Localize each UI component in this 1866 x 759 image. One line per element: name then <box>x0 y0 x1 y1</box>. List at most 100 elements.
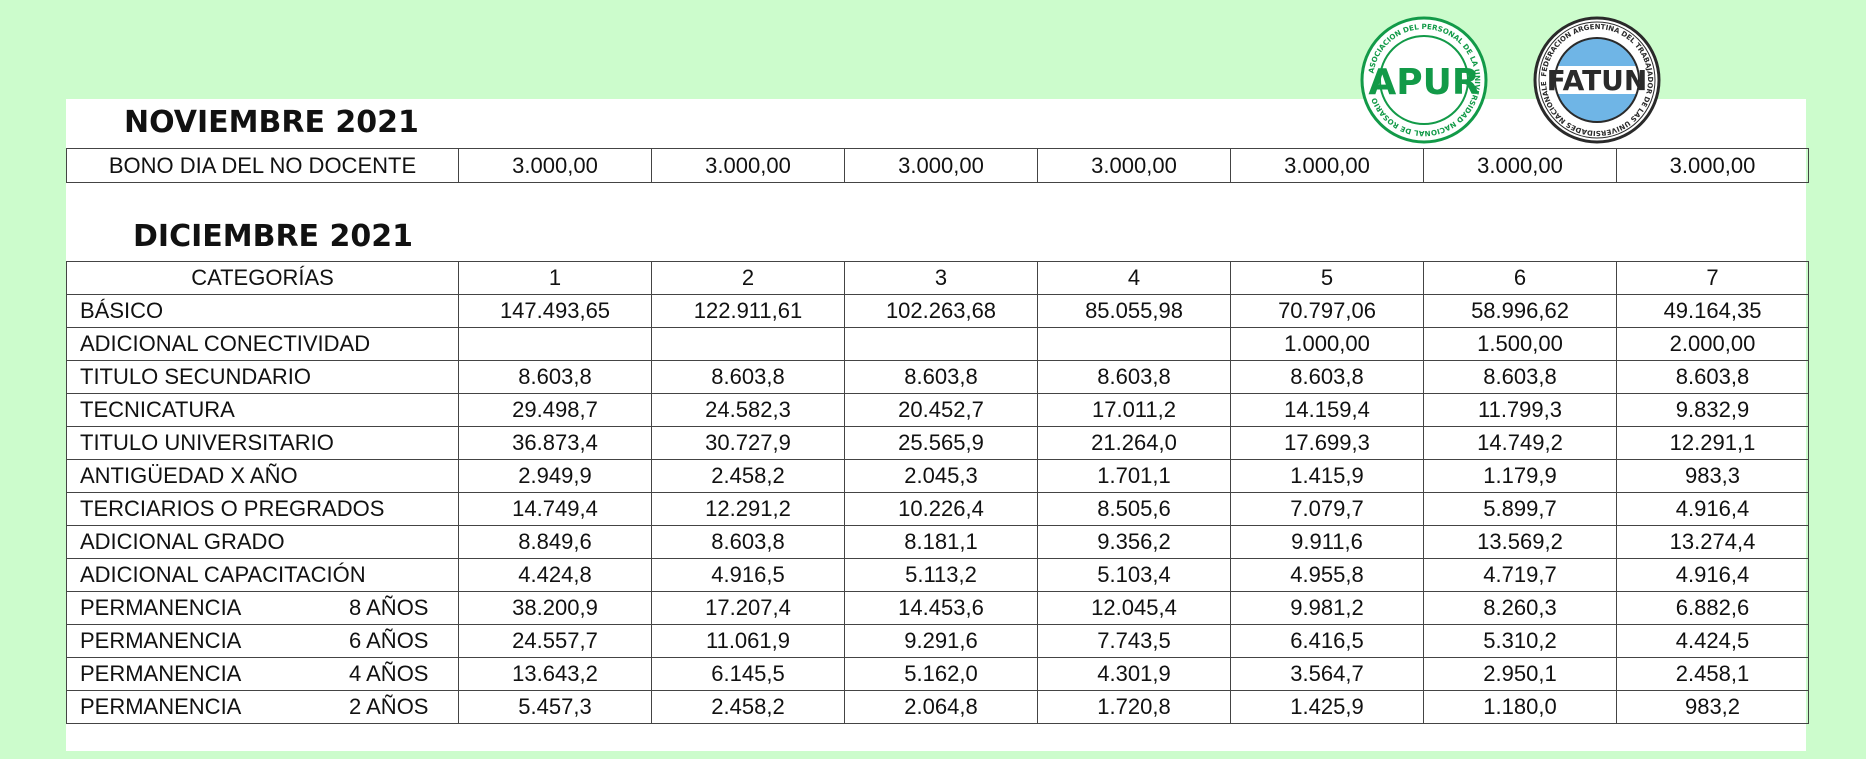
value-cell: 1.701,1 <box>1037 459 1231 493</box>
value-cell: 20.452,7 <box>844 393 1038 427</box>
value-cell: 1.500,00 <box>1423 327 1617 361</box>
value-cell: 7.079,7 <box>1230 492 1424 526</box>
row-label: ADICIONAL CAPACITACIÓN <box>80 562 366 587</box>
table-row: TITULO UNIVERSITARIO 36.873,4 30.727,9 25.5… <box>66 426 1809 460</box>
value-cell: 4.424,8 <box>458 558 652 592</box>
row-label-cell: TERCIARIOS O PREGRADOS <box>66 492 459 526</box>
value-cell: 983,3 <box>1616 459 1809 493</box>
value-cell: 14.749,4 <box>458 492 652 526</box>
row-label: PERMANENCIA <box>80 694 242 719</box>
row-label: PERMANENCIA <box>80 595 242 620</box>
row-label-cell: ADICIONAL CAPACITACIÓN <box>66 558 459 592</box>
value-cell: 102.263,68 <box>844 294 1038 328</box>
table-row: ADICIONAL CONECTIVIDAD 1.000,00 1.500,00 2.… <box>66 327 1809 361</box>
bono-value-7: 3.000,00 <box>1616 148 1809 183</box>
table-row: TECNICATURA 29.498,7 24.582,3 20.452,7 17.01… <box>66 393 1809 427</box>
value-cell: 4.916,5 <box>651 558 845 592</box>
row-label-cell: ANTIGÜEDAD X AÑO <box>66 459 459 493</box>
value-cell: 8.603,8 <box>1616 360 1809 394</box>
column-header: 7 <box>1616 261 1809 295</box>
value-cell: 5.899,7 <box>1423 492 1617 526</box>
row-years: 4 AÑOS <box>349 661 429 686</box>
row-label-cell: ADICIONAL GRADO <box>66 525 459 559</box>
value-cell: 49.164,35 <box>1616 294 1809 328</box>
categorias-header: CATEGORÍAS <box>66 261 459 295</box>
value-cell: 2.458,2 <box>651 459 845 493</box>
value-cell: 10.226,4 <box>844 492 1038 526</box>
value-cell: 70.797,06 <box>1230 294 1424 328</box>
value-cell: 85.055,98 <box>1037 294 1231 328</box>
row-label-cell: TECNICATURA <box>66 393 459 427</box>
value-cell: 2.949,9 <box>458 459 652 493</box>
table-row: PERMANENCIA 2 AÑOS 5.457,3 2.458,2 2.064,8 1.… <box>66 690 1809 724</box>
table-row: PERMANENCIA 6 AÑOS 24.557,7 11.061,9 9.291,6… <box>66 624 1809 658</box>
value-cell: 8.603,8 <box>651 360 845 394</box>
fatun-logo-icon: FEDERACION ARGENTINA DEL TRABAJADOR DE L… <box>1533 16 1661 144</box>
table-row: PERMANENCIA 4 AÑOS 13.643,2 6.145,5 5.162,0 4… <box>66 657 1809 691</box>
bono-value-5: 3.000,00 <box>1230 148 1424 183</box>
value-cell: 13.274,4 <box>1616 525 1809 559</box>
table-row: ANTIGÜEDAD X AÑO 2.949,9 2.458,2 2.045,3 1.7… <box>66 459 1809 493</box>
value-cell: 5.162,0 <box>844 657 1038 691</box>
value-cell: 2.064,8 <box>844 690 1038 724</box>
value-cell: 6.882,6 <box>1616 591 1809 625</box>
value-cell: 1.179,9 <box>1423 459 1617 493</box>
noviembre-title: NOVIEMBRE 2021 <box>124 105 419 140</box>
column-header: 3 <box>844 261 1038 295</box>
column-header: 2 <box>651 261 845 295</box>
value-cell: 1.415,9 <box>1230 459 1424 493</box>
value-cell: 9.291,6 <box>844 624 1038 658</box>
value-cell: 13.643,2 <box>458 657 652 691</box>
table-row: ADICIONAL GRADO 8.849,6 8.603,8 8.181,1 9.35… <box>66 525 1809 559</box>
column-header: 5 <box>1230 261 1424 295</box>
apur-logo-icon: ASOCIACION DEL PERSONAL DE LA UNIVERSIDA… <box>1360 16 1488 144</box>
value-cell: 29.498,7 <box>458 393 652 427</box>
value-cell: 3.564,7 <box>1230 657 1424 691</box>
value-cell: 8.181,1 <box>844 525 1038 559</box>
value-cell: 8.849,6 <box>458 525 652 559</box>
value-cell: 2.045,3 <box>844 459 1038 493</box>
table-row: TITULO SECUNDARIO 8.603,8 8.603,8 8.603,8 8.… <box>66 360 1809 394</box>
row-label: TECNICATURA <box>80 397 235 422</box>
value-cell: 1.180,0 <box>1423 690 1617 724</box>
value-cell: 1.720,8 <box>1037 690 1231 724</box>
table-row: ADICIONAL CAPACITACIÓN 4.424,8 4.916,5 5.11… <box>66 558 1809 592</box>
row-label: TITULO UNIVERSITARIO <box>80 430 334 455</box>
value-cell: 9.832,9 <box>1616 393 1809 427</box>
row-label: ADICIONAL CONECTIVIDAD <box>80 331 371 356</box>
table-row: BÁSICO 147.493,65 122.911,61 102.263,68 85.0… <box>66 294 1809 328</box>
value-cell: 9.356,2 <box>1037 525 1231 559</box>
value-cell: 17.011,2 <box>1037 393 1231 427</box>
row-years: 8 AÑOS <box>349 595 429 620</box>
value-cell: 147.493,65 <box>458 294 652 328</box>
value-cell: 983,2 <box>1616 690 1809 724</box>
value-cell: 17.207,4 <box>651 591 845 625</box>
row-label-cell: PERMANENCIA 2 AÑOS <box>66 690 459 724</box>
value-cell: 2.458,1 <box>1616 657 1809 691</box>
value-cell: 8.603,8 <box>1230 360 1424 394</box>
value-cell: 4.916,4 <box>1616 492 1809 526</box>
value-cell: 5.113,2 <box>844 558 1038 592</box>
table-row: TERCIARIOS O PREGRADOS 14.749,4 12.291,2 10… <box>66 492 1809 526</box>
diciembre-table: CATEGORÍAS 1 2 3 4 5 6 7 BÁSICO 147.493,6… <box>66 261 1809 724</box>
row-label-cell: PERMANENCIA 6 AÑOS <box>66 624 459 658</box>
svg-text:APUR: APUR <box>1368 62 1479 103</box>
row-years: 6 AÑOS <box>349 628 429 653</box>
value-cell: 11.061,9 <box>651 624 845 658</box>
value-cell: 5.103,4 <box>1037 558 1231 592</box>
value-cell: 6.145,5 <box>651 657 845 691</box>
value-cell: 9.981,2 <box>1230 591 1424 625</box>
value-cell: 58.996,62 <box>1423 294 1617 328</box>
value-cell: 8.603,8 <box>1423 360 1617 394</box>
value-cell: 30.727,9 <box>651 426 845 460</box>
value-cell: 25.565,9 <box>844 426 1038 460</box>
svg-text:FATUN: FATUN <box>1547 64 1648 97</box>
value-cell: 24.582,3 <box>651 393 845 427</box>
value-cell <box>844 327 1038 361</box>
value-cell: 8.603,8 <box>651 525 845 559</box>
value-cell: 21.264,0 <box>1037 426 1231 460</box>
value-cell: 11.799,3 <box>1423 393 1617 427</box>
value-cell <box>458 327 652 361</box>
value-cell: 12.291,2 <box>651 492 845 526</box>
value-cell: 36.873,4 <box>458 426 652 460</box>
